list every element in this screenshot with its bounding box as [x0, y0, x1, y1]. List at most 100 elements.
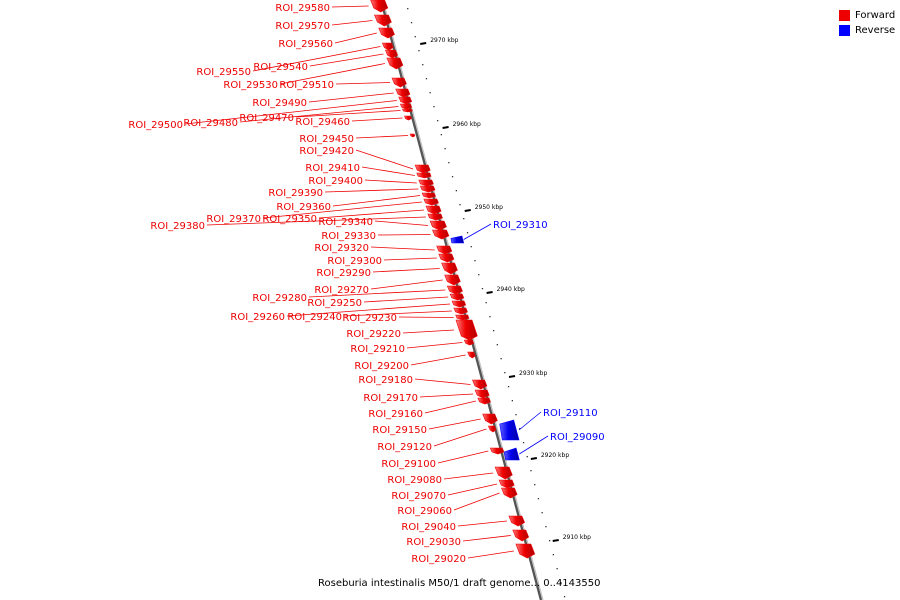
gene-feature-roi-29500[interactable]: [398, 96, 413, 105]
gene-label[interactable]: ROI_29320: [314, 243, 369, 254]
gene-feature-roi-29580[interactable]: [370, 0, 389, 13]
gene-label[interactable]: ROI_29290: [316, 268, 371, 279]
gene-feature-roi-29550[interactable]: [381, 42, 394, 51]
gene-feature-roi-29070[interactable]: [498, 479, 515, 489]
gene-feature-roi-29220[interactable]: [455, 319, 478, 341]
gene-feature-roi-29030[interactable]: [512, 529, 530, 542]
gene-label[interactable]: ROI_29310: [493, 220, 548, 231]
gene-label[interactable]: ROI_29370: [206, 214, 261, 225]
gene-label[interactable]: ROI_29470: [239, 113, 294, 124]
gene-label[interactable]: ROI_29460: [295, 117, 350, 128]
gene-label[interactable]: ROI_29080: [387, 475, 442, 486]
gene-label[interactable]: ROI_29120: [377, 442, 432, 453]
gene-label[interactable]: ROI_29170: [363, 393, 418, 404]
gene-label[interactable]: ROI_29540: [253, 62, 308, 73]
gene-feature-roi-29040[interactable]: [508, 515, 525, 527]
gene-feature-roi-29120[interactable]: [487, 425, 497, 433]
gene-feature-roi-29400[interactable]: [418, 179, 434, 187]
gene-label[interactable]: ROI_29300: [327, 256, 382, 267]
gene-feature-roi-29240[interactable]: [453, 307, 468, 315]
gene-feature-roi-29370[interactable]: [423, 198, 439, 206]
gene-feature-roi-29290[interactable]: [441, 262, 458, 275]
gene-label[interactable]: ROI_29180: [358, 375, 413, 386]
gene-label[interactable]: ROI_29200: [354, 361, 409, 372]
gene-feature-roi-29320[interactable]: [436, 245, 453, 255]
gene-feature-roi-29310[interactable]: [450, 235, 465, 244]
gene-label[interactable]: ROI_29280: [252, 293, 307, 304]
gene-label[interactable]: ROI_29250: [307, 298, 362, 309]
gene-label[interactable]: ROI_29560: [278, 39, 333, 50]
gene-label[interactable]: ROI_29450: [299, 134, 354, 145]
gene-feature-roi-29080[interactable]: [494, 466, 513, 480]
gene-label[interactable]: ROI_29220: [346, 329, 401, 340]
gene-feature-roi-29540[interactable]: [384, 49, 398, 59]
gene-label[interactable]: ROI_29350: [262, 214, 317, 225]
gene-feature-roi-29410[interactable]: [416, 172, 432, 179]
gene-feature-roi-29390[interactable]: [419, 185, 436, 193]
gene-label[interactable]: ROI_29230: [342, 313, 397, 324]
gene-label[interactable]: ROI_29400: [308, 176, 363, 187]
gene-feature-roi-29060[interactable]: [501, 487, 518, 499]
gene-label[interactable]: ROI_29210: [350, 344, 405, 355]
gene-feature-roi-29180[interactable]: [472, 379, 488, 390]
gene-feature-roi-29530[interactable]: [386, 57, 404, 70]
gene-feature-roi-29360[interactable]: [421, 192, 436, 199]
gene-feature-roi-29200[interactable]: [467, 351, 476, 359]
gene-label[interactable]: ROI_29420: [299, 146, 354, 157]
gene-label[interactable]: ROI_29480: [183, 118, 238, 129]
gene-feature-roi-29230[interactable]: [455, 314, 470, 321]
gene-label[interactable]: ROI_29270: [314, 285, 369, 296]
gene-feature-roi-29560[interactable]: [378, 27, 395, 39]
gene-label[interactable]: ROI_29090: [550, 432, 605, 443]
gene-feature-roi-29380[interactable]: [427, 213, 443, 221]
gene-feature-roi-29170[interactable]: [474, 389, 490, 399]
gene-label[interactable]: ROI_29490: [252, 98, 307, 109]
gene-feature-roi-29350[interactable]: [425, 205, 442, 215]
gene-feature-roi-29420[interactable]: [414, 164, 431, 174]
gene-label[interactable]: ROI_29380: [150, 221, 205, 232]
gene-feature-roi-29480[interactable]: [399, 103, 413, 110]
gene-feature-roi-29110[interactable]: [499, 419, 520, 441]
gene-feature-roi-29300[interactable]: [438, 253, 455, 263]
gene-feature-roi-29100[interactable]: [489, 447, 505, 455]
gene-feature-roi-29150[interactable]: [482, 413, 498, 425]
gene-label[interactable]: ROI_29580: [275, 3, 330, 14]
gene-label[interactable]: ROI_29510: [279, 80, 334, 91]
gene-label[interactable]: ROI_29110: [543, 408, 598, 419]
gene-feature-roi-29090[interactable]: [503, 447, 520, 461]
gene-feature-roi-29020[interactable]: [515, 543, 536, 559]
gene-label[interactable]: ROI_29020: [411, 554, 466, 565]
gene-feature-roi-29510[interactable]: [391, 77, 407, 88]
gene-label[interactable]: ROI_29340: [318, 217, 373, 228]
gene-label[interactable]: ROI_29330: [321, 231, 376, 242]
gene-feature-roi-29250[interactable]: [449, 293, 465, 301]
gene-label[interactable]: ROI_29390: [268, 188, 323, 199]
gene-label[interactable]: ROI_29360: [276, 202, 331, 213]
gene-feature-roi-29270[interactable]: [444, 274, 461, 286]
gene-feature-roi-29570[interactable]: [374, 14, 392, 27]
gene-feature-roi-29210[interactable]: [463, 339, 475, 346]
gene-label[interactable]: ROI_29150: [372, 425, 427, 436]
gene-label[interactable]: ROI_29410: [305, 163, 360, 174]
gene-label[interactable]: ROI_29070: [391, 491, 446, 502]
gene-label[interactable]: ROI_29100: [381, 459, 436, 470]
gene-label[interactable]: ROI_29160: [368, 409, 423, 420]
gene-feature-roi-29280[interactable]: [446, 285, 463, 295]
gene-label[interactable]: ROI_29040: [401, 522, 456, 533]
gene-feature-roi-29490[interactable]: [395, 88, 411, 98]
gene-feature-roi-29260[interactable]: [451, 300, 467, 308]
gene-label[interactable]: ROI_29500: [128, 120, 183, 131]
gene-feature-roi-29330[interactable]: [432, 229, 450, 240]
gene-label[interactable]: ROI_29030: [406, 537, 461, 548]
gene-label[interactable]: ROI_29260: [230, 312, 285, 323]
gene-feature-roi-29450[interactable]: [409, 133, 416, 138]
gene-label[interactable]: ROI_29550: [196, 67, 251, 78]
gene-label[interactable]: ROI_29570: [275, 21, 330, 32]
gene-label[interactable]: ROI_29530: [223, 80, 278, 91]
gene-label[interactable]: ROI_29240: [287, 312, 342, 323]
gene-label[interactable]: ROI_29060: [397, 506, 452, 517]
gene-feature-roi-29340[interactable]: [429, 220, 447, 231]
gene-feature-roi-29470[interactable]: [402, 108, 413, 113]
gene-feature-roi-29460[interactable]: [404, 115, 412, 121]
